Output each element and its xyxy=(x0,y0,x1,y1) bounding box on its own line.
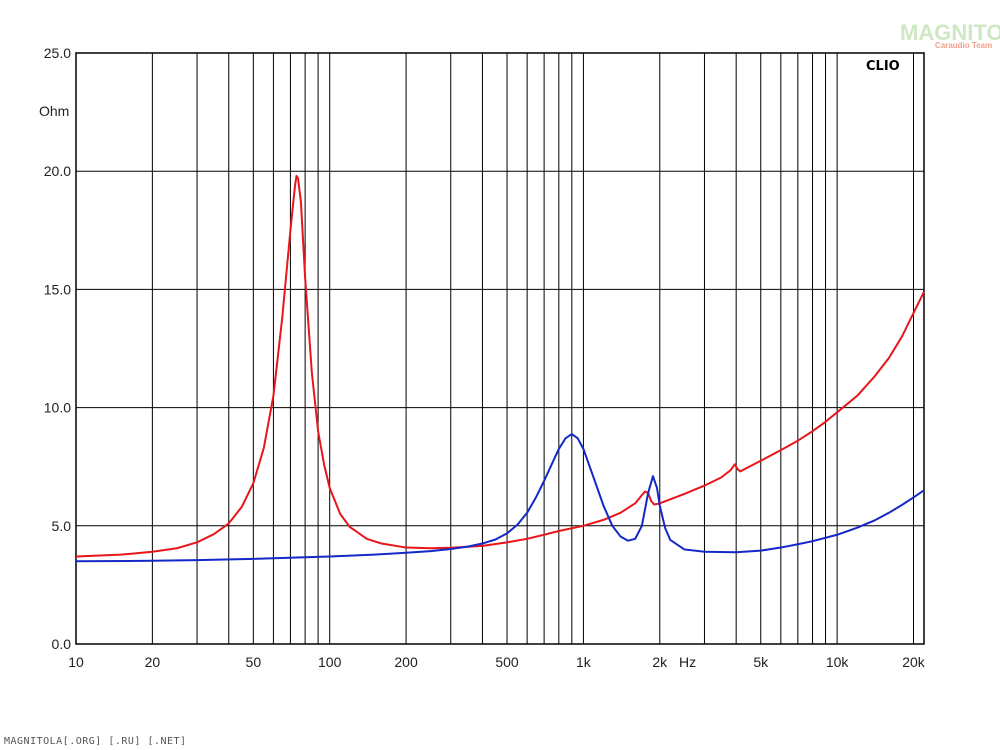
magnitola-logo-text: MAGNITOLA xyxy=(900,20,1000,45)
plot-frame xyxy=(75,52,925,645)
x-tick-label: 5k xyxy=(753,654,769,670)
grid-lines xyxy=(76,53,924,644)
y-tick-label: 20.0 xyxy=(44,163,71,179)
y-axis-unit: Ohm xyxy=(39,103,69,119)
x-tick-label: 500 xyxy=(495,654,519,670)
x-tick-label: 100 xyxy=(318,654,342,670)
x-tick-label: 10 xyxy=(68,654,84,670)
impedance-curve-2 xyxy=(75,433,925,563)
x-tick-label: 20k xyxy=(902,654,926,670)
impedance-curve-1 xyxy=(75,174,925,558)
x-tick-label: 50 xyxy=(246,654,262,670)
y-tick-labels: 0.0 5.0 10.0 15.0 20.0 25.0 xyxy=(44,45,71,652)
x-tick-labels: 10 20 50 100 200 500 1k 2k 5k 10k 20k xyxy=(68,654,926,670)
y-tick-label: 5.0 xyxy=(52,518,72,534)
y-tick-label: 25.0 xyxy=(44,45,71,61)
x-axis-unit: Hz xyxy=(679,654,696,670)
x-tick-label: 200 xyxy=(394,654,418,670)
x-tick-label: 2k xyxy=(652,654,668,670)
x-tick-label: 20 xyxy=(145,654,161,670)
x-tick-label: 10k xyxy=(826,654,850,670)
y-tick-label: 10.0 xyxy=(44,400,71,416)
series-layer xyxy=(75,174,925,563)
magnitola-logo-subtext: Caraudio Team xyxy=(935,41,992,50)
y-tick-label: 0.0 xyxy=(52,636,72,652)
x-tick-label: 1k xyxy=(576,654,592,670)
footer-watermark: MAGNITOLA[.ORG] [.RU] [.NET] xyxy=(4,736,187,747)
clio-label: CLIO xyxy=(866,59,900,74)
y-tick-label: 15.0 xyxy=(44,281,71,297)
magnitola-logo: MAGNITOLA Caraudio Team xyxy=(900,20,1000,50)
